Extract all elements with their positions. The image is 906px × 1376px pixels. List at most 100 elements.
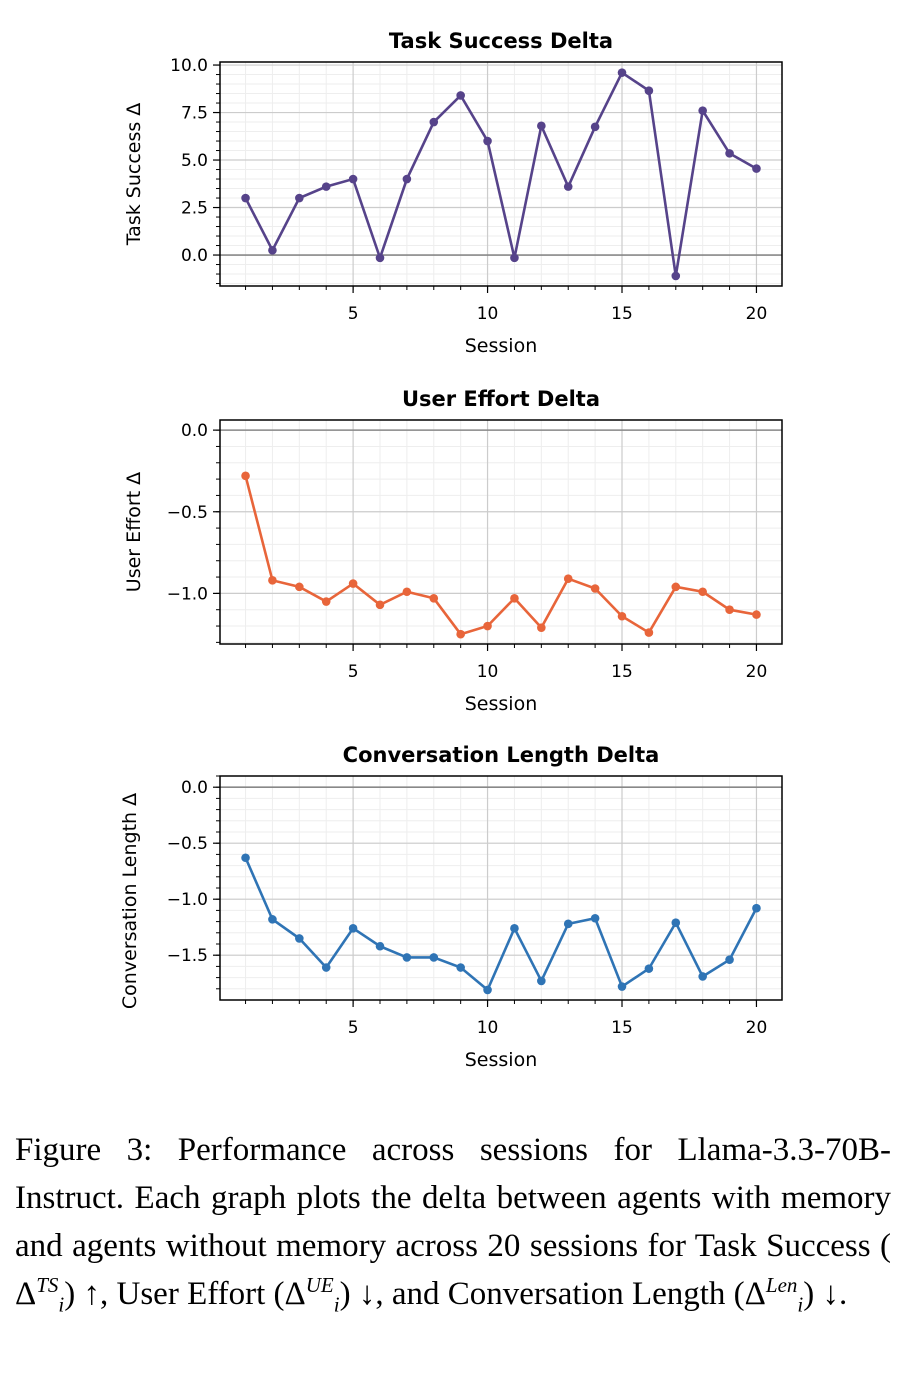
- data-point: [483, 985, 492, 995]
- x-tick-label: 5: [348, 662, 359, 682]
- x-tick-label: 20: [746, 662, 768, 682]
- data-point: [348, 924, 358, 933]
- x-tick-label: 5: [348, 1018, 359, 1038]
- data-point: [375, 600, 385, 610]
- data-point: [537, 623, 546, 632]
- data-point: [483, 136, 492, 146]
- data-point: [375, 941, 385, 951]
- caption-text: ) ↓, and Conversation Length (: [339, 1276, 745, 1312]
- data-point: [752, 164, 761, 173]
- data-point: [563, 574, 573, 583]
- x-tick-label: 10: [477, 662, 499, 682]
- x-tick-label: 15: [611, 304, 633, 324]
- data-point: [617, 68, 627, 77]
- x-axis-label: Session: [465, 1049, 538, 1071]
- data-point: [268, 576, 277, 585]
- data-point: [295, 193, 304, 203]
- chart-1: 5 10 15 20 −1.0 −0.5 0.0 User Effort Delta Sessi…: [123, 387, 783, 715]
- data-point: [725, 149, 734, 158]
- series-line: [244, 857, 758, 993]
- y-tick-label: −1.5: [167, 946, 208, 966]
- data-point: [348, 579, 358, 588]
- chart-0: 5 10 15 20 0.0 2.5 5.0 7.5 10.0 Task Success Delt…: [123, 29, 783, 357]
- data-point: [725, 955, 734, 964]
- x-tick-label: 15: [611, 662, 633, 682]
- data-point: [348, 174, 358, 184]
- y-tick-label: −0.5: [167, 503, 208, 523]
- data-point: [402, 174, 412, 184]
- x-axis-label: Session: [465, 693, 538, 715]
- data-point: [375, 253, 385, 263]
- data-point: [644, 628, 654, 637]
- data-point: [429, 953, 439, 962]
- y-axis-label: Conversation Length Δ: [119, 793, 141, 1009]
- data-point: [429, 117, 439, 127]
- plot-frame: [219, 419, 783, 645]
- y-tick-label: 2.5: [181, 199, 208, 219]
- plot-frame: [219, 61, 783, 287]
- data-point: [402, 587, 412, 597]
- data-point: [537, 976, 546, 986]
- y-tick-label: 5.0: [181, 151, 208, 171]
- y-tick-label: −1.0: [167, 584, 208, 604]
- data-point: [241, 193, 250, 203]
- x-tick-label: 20: [746, 304, 768, 324]
- y-tick-label: −0.5: [167, 834, 208, 854]
- data-point: [617, 611, 627, 621]
- y-tick-label: 0.0: [181, 246, 208, 266]
- data-point: [590, 122, 600, 132]
- math-delta-ts: ΔTSi: [15, 1273, 65, 1317]
- caption-text: ) ↑, User Effort (: [64, 1276, 285, 1312]
- x-tick-label: 10: [477, 1018, 499, 1038]
- data-point: [698, 972, 707, 981]
- chart-title: Conversation Length Delta: [343, 743, 660, 767]
- series-line: [244, 70, 758, 277]
- x-tick-label: 20: [746, 1018, 768, 1038]
- data-point: [268, 245, 277, 255]
- data-point: [752, 610, 761, 619]
- data-point: [268, 915, 277, 924]
- data-point: [241, 471, 250, 481]
- y-tick-label: 10.0: [170, 56, 208, 76]
- data-point: [752, 903, 761, 913]
- caption-text: Figure 3: Performance across sessions fo…: [15, 1132, 891, 1264]
- data-point: [402, 953, 412, 962]
- caption-text: ) ↓.: [803, 1276, 848, 1312]
- chart-title: User Effort Delta: [402, 387, 600, 411]
- y-axis-label: User Effort Δ: [123, 472, 145, 592]
- y-tick-label: 7.5: [181, 104, 208, 124]
- y-tick-label: −1.0: [167, 890, 208, 910]
- data-point: [483, 621, 492, 631]
- x-tick-label: 10: [477, 304, 499, 324]
- data-point: [590, 584, 600, 593]
- x-axis-label: Session: [465, 335, 538, 357]
- y-axis-label: Task Success Δ: [123, 103, 145, 247]
- figure-caption: Figure 3: Performance across sessions fo…: [15, 1126, 891, 1318]
- data-point: [644, 964, 654, 973]
- data-point: [537, 121, 546, 131]
- data-point: [295, 582, 304, 592]
- data-point: [321, 182, 331, 191]
- data-point: [563, 182, 573, 191]
- data-point: [671, 582, 681, 592]
- data-point: [563, 919, 573, 929]
- chart-title: Task Success Delta: [389, 29, 613, 53]
- data-point: [590, 913, 600, 923]
- data-point: [429, 593, 439, 603]
- data-point: [295, 934, 304, 943]
- data-point: [510, 253, 519, 263]
- math-delta-len: ΔLeni: [744, 1273, 804, 1317]
- data-point: [510, 593, 519, 603]
- data-point: [241, 853, 250, 863]
- math-delta-ue: ΔUEi: [284, 1273, 340, 1317]
- data-point: [698, 106, 707, 115]
- data-point: [321, 963, 331, 972]
- chart-2: 5 10 15 20 −1.5 −1.0 −0.5 0.0 Conversation Lengt…: [119, 743, 783, 1071]
- x-tick-label: 15: [611, 1018, 633, 1038]
- data-point: [456, 963, 465, 972]
- y-tick-label: 0.0: [181, 778, 208, 798]
- data-point: [456, 91, 465, 100]
- data-point: [671, 271, 681, 281]
- data-point: [644, 86, 654, 95]
- data-point: [671, 918, 681, 928]
